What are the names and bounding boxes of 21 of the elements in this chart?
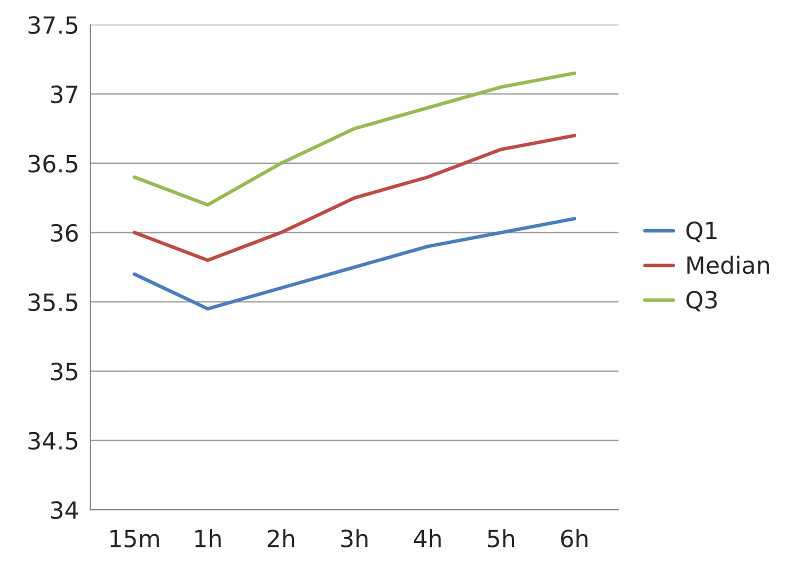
y-tick-label: 35 bbox=[51, 362, 78, 380]
y-tick-label: 34 bbox=[51, 501, 78, 520]
x-tick-label: 3h bbox=[341, 529, 368, 548]
y-tick-label: 36.5 bbox=[28, 154, 78, 173]
x-tick-label: 15m bbox=[110, 530, 159, 548]
y-tick-label: 37 bbox=[51, 85, 78, 104]
y-tick-label: 37.5 bbox=[28, 16, 78, 34]
y-tick-label: 36 bbox=[51, 224, 78, 242]
legend-label: Q3 bbox=[686, 290, 717, 312]
x-tick-label: 6h bbox=[561, 529, 588, 548]
line-series bbox=[132, 71, 576, 207]
x-tick-label: 4h bbox=[414, 529, 441, 548]
legend-label: Median bbox=[687, 256, 769, 274]
y-tick-label: 35.5 bbox=[28, 293, 78, 312]
x-tick-label: 2h bbox=[268, 529, 294, 548]
x-tick-label: 1h bbox=[195, 529, 221, 548]
line-series bbox=[132, 216, 576, 311]
y-tick-label: 34.5 bbox=[28, 432, 78, 450]
legend-label: Q1 bbox=[686, 222, 716, 242]
x-tick-label: 5h bbox=[488, 529, 514, 548]
line-series bbox=[132, 134, 576, 262]
